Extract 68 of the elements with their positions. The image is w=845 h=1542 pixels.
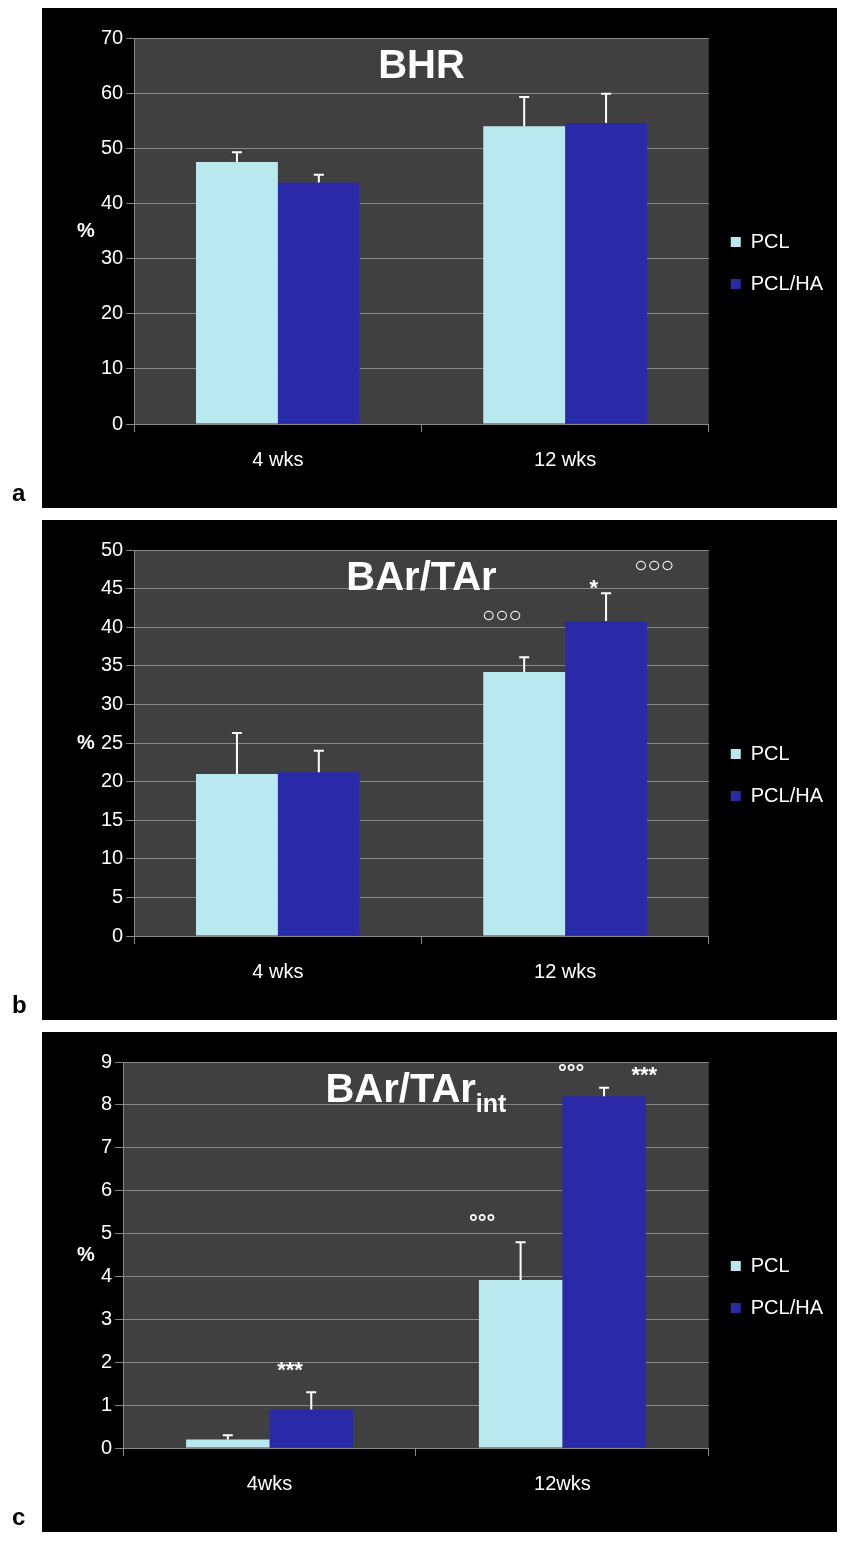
annotation: ○○○	[481, 601, 522, 627]
annotation: ○○○	[634, 551, 675, 577]
annotation: ***	[277, 1356, 304, 1382]
y-tick-label: 60	[101, 80, 124, 103]
y-tick-label: 8	[101, 1092, 113, 1115]
y-tick-label: 50	[101, 537, 124, 560]
annotation: *	[589, 574, 599, 600]
bar	[186, 1439, 270, 1448]
y-tick-label: 70	[101, 25, 124, 48]
bar	[483, 126, 566, 424]
x-tick-label: 12wks	[533, 1471, 591, 1494]
x-tick-label: 4 wks	[252, 447, 304, 470]
bar	[478, 1279, 563, 1448]
bar	[277, 772, 360, 936]
y-tick-label: 40	[101, 614, 124, 637]
x-tick-label: 4wks	[246, 1471, 293, 1494]
bar	[277, 182, 360, 424]
y-tick-label: 0	[112, 923, 124, 946]
y-axis-title: %	[77, 218, 96, 241]
y-tick-label: 4	[101, 1263, 113, 1286]
y-tick-label: 2	[101, 1349, 113, 1372]
bar	[196, 773, 278, 936]
bar	[565, 621, 647, 936]
legend-label: PCL/HA	[750, 271, 824, 294]
y-tick-label: 0	[101, 1435, 113, 1458]
legend-label: PCL	[750, 229, 790, 252]
bar	[483, 671, 566, 936]
y-tick-label: 20	[101, 301, 124, 324]
y-tick-label: 30	[101, 246, 124, 269]
y-tick-label: 35	[101, 653, 124, 676]
x-tick-label: 12 wks	[534, 959, 597, 982]
x-tick-label: 4 wks	[252, 959, 304, 982]
legend-label: PCL	[750, 1253, 790, 1276]
text: a	[12, 478, 26, 506]
y-tick-label: 20	[101, 769, 124, 792]
y-tick-label: 1	[101, 1392, 113, 1415]
y-tick-label: 0	[112, 411, 124, 434]
bar	[565, 122, 647, 424]
chart-title: BAr/TAr	[346, 554, 497, 598]
bar	[269, 1409, 353, 1448]
legend-label: PCL	[750, 741, 790, 764]
y-tick-label: 7	[101, 1135, 113, 1158]
y-tick-label: 9	[101, 1049, 113, 1072]
text: b	[12, 990, 27, 1018]
y-tick-label: 10	[101, 356, 124, 379]
y-axis-title: %	[77, 1242, 96, 1265]
annotation: °°°	[468, 1210, 496, 1236]
text: c	[12, 1502, 26, 1530]
y-tick-label: 5	[112, 884, 124, 907]
bar	[562, 1096, 646, 1448]
y-tick-label: 30	[101, 691, 124, 714]
bar	[196, 162, 278, 424]
y-axis-title: %	[77, 730, 96, 753]
x-tick-label: 12 wks	[534, 447, 597, 470]
annotation: ***	[631, 1061, 658, 1087]
y-tick-label: 15	[101, 807, 124, 830]
y-tick-label: 40	[101, 190, 124, 213]
y-tick-label: 5	[101, 1221, 113, 1244]
annotation: °°°	[557, 1059, 585, 1085]
legend-label: PCL/HA	[750, 783, 824, 806]
y-tick-label: 45	[101, 576, 124, 599]
y-tick-label: 10	[101, 846, 124, 869]
y-tick-label: 25	[101, 730, 124, 753]
y-tick-label: 3	[101, 1306, 113, 1329]
legend-label: PCL/HA	[750, 1295, 824, 1318]
y-tick-label: 6	[101, 1178, 113, 1201]
y-tick-label: 50	[101, 135, 124, 158]
chart-title: BHR	[378, 42, 465, 86]
